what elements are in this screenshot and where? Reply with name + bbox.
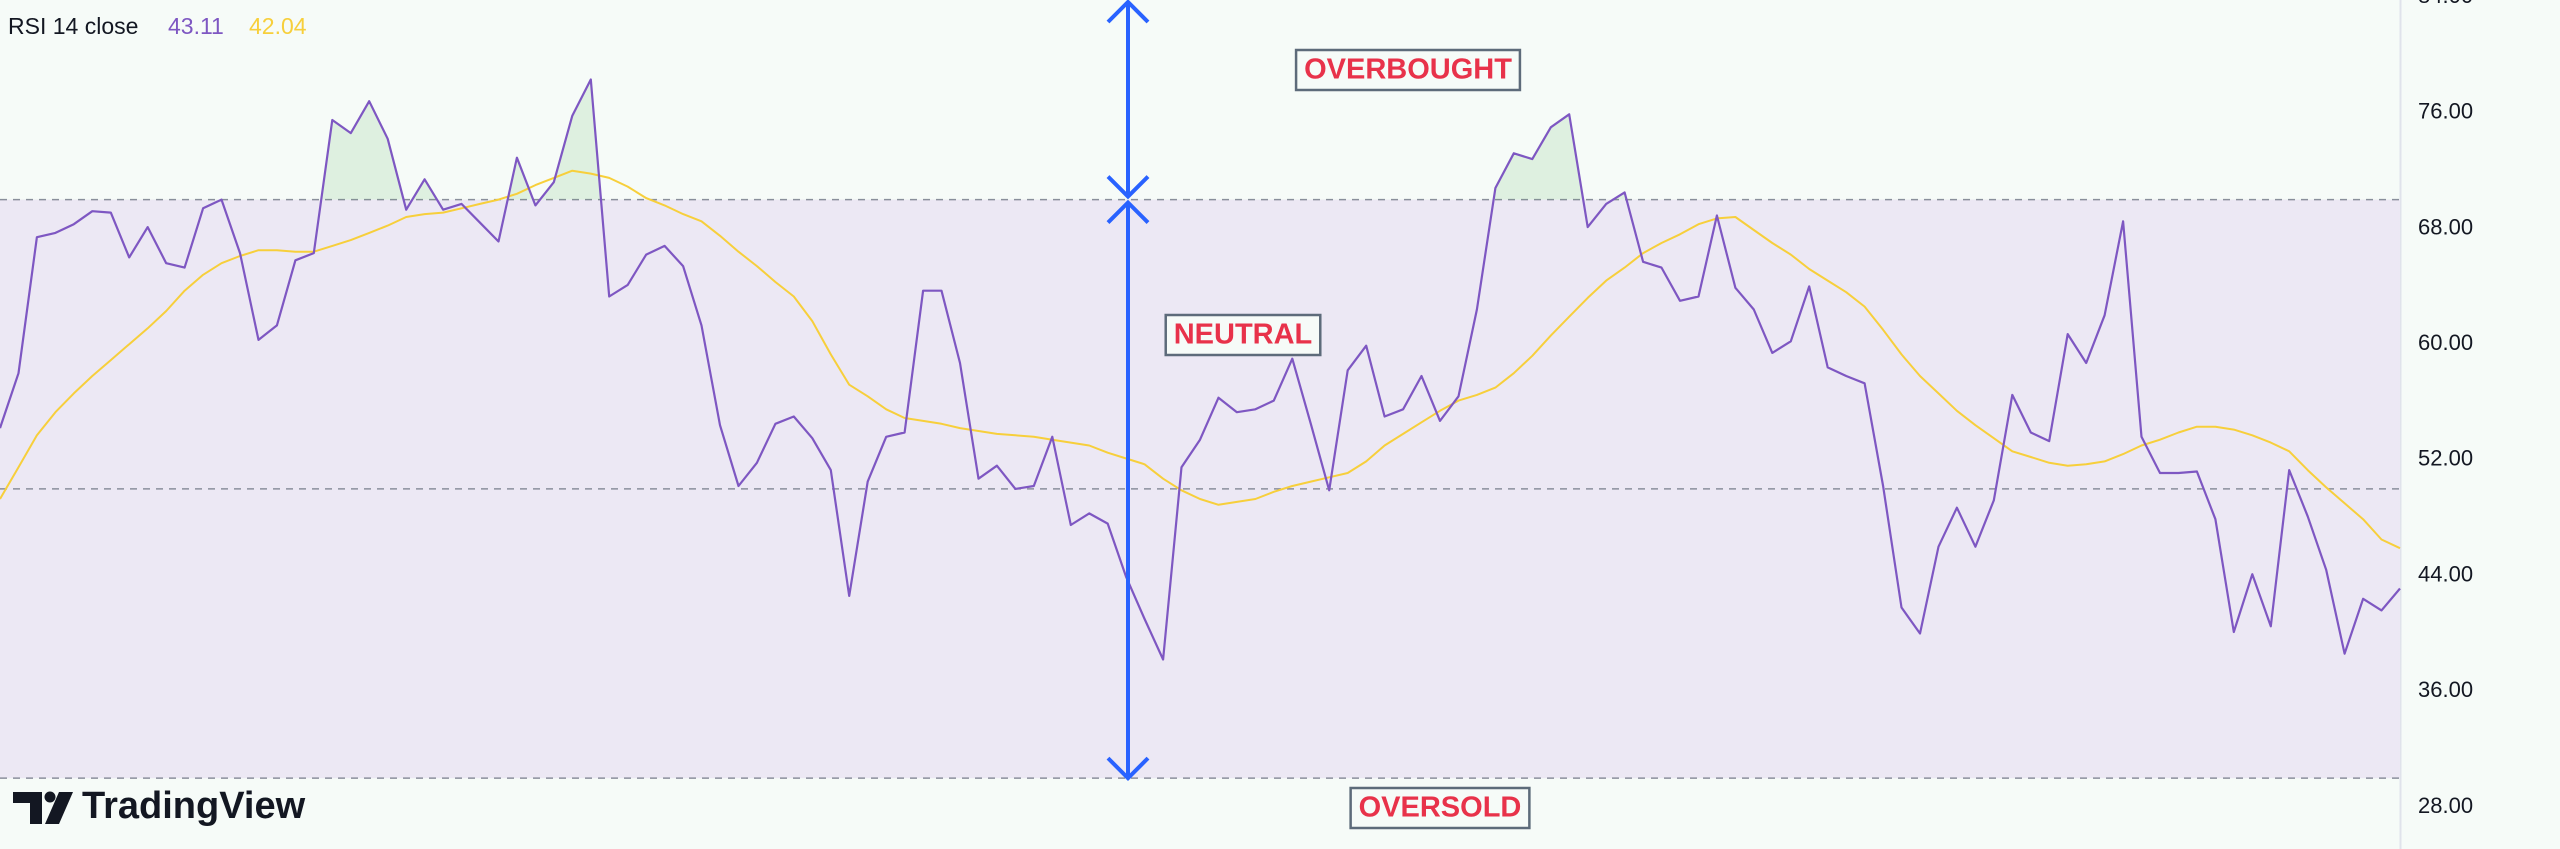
y-tick-label: 76.00: [2418, 99, 2473, 124]
logo-slash: [45, 792, 73, 824]
annotation-box: [1164, 313, 1322, 357]
logo-mark: [13, 792, 42, 824]
annotation-label: NEUTRAL: [1174, 319, 1313, 351]
arrow-head: [1106, 175, 1150, 200]
annotation-box: [1349, 786, 1531, 830]
ma-value: 42.04: [249, 13, 307, 39]
indicator-label: RSI 14 close: [8, 13, 138, 39]
y-tick-label: 68.00: [2418, 214, 2473, 239]
rsi-value: 43.11: [168, 13, 224, 39]
watermark: TradingView: [82, 785, 306, 827]
arrow-head: [1106, 756, 1150, 781]
logo-dot: [44, 791, 56, 803]
rsi-line: [0, 78, 2401, 661]
y-tick-label: 28.00: [2418, 793, 2473, 818]
y-tick-label: 84.00: [2418, 0, 2473, 8]
y-tick-label: 52.00: [2418, 446, 2473, 471]
y-tick-label: 44.00: [2418, 561, 2473, 586]
annotation-box: [1294, 48, 1522, 92]
y-tick-label: 36.00: [2418, 677, 2473, 702]
annotation-label: OVERSOLD: [1359, 792, 1522, 824]
annotation-label: OVERBOUGHT: [1304, 54, 1512, 86]
arrow-head: [1106, 0, 1150, 24]
y-tick-label: 60.00: [2418, 330, 2473, 355]
ma-line: [0, 169, 2401, 550]
logo: TradingView: [13, 785, 306, 827]
arrow-head: [1106, 199, 1150, 225]
